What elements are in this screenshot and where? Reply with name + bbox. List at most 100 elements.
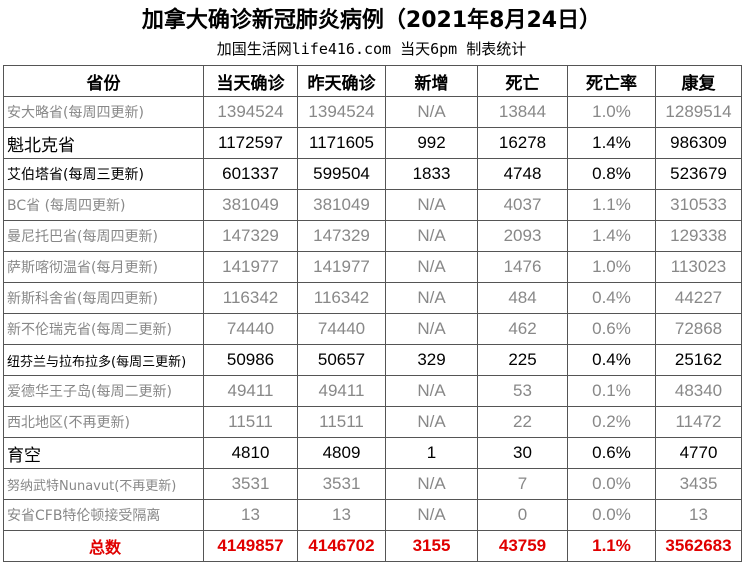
value-cell: 1172597 [203,127,298,159]
value-cell: 1.4% [567,220,656,252]
value-cell: 16278 [477,127,568,159]
value-cell: 11511 [203,406,298,438]
value-cell: 113023 [655,251,742,283]
value-cell: 0.8% [567,158,656,190]
total-label: 总数 [3,530,204,562]
value-cell: 11472 [655,406,742,438]
province-cell: 纽芬兰与拉布拉多(每周三更新) [3,344,204,376]
case-table: 省份 当天确诊 昨天确诊 新增 死亡 死亡率 康复 安大略省(每周四更新) 1394524 13… [3,65,742,562]
value-cell: 1289514 [655,96,742,128]
value-cell: 7 [477,468,568,500]
value-cell: 13 [203,499,298,531]
value-cell: 44227 [655,282,742,314]
value-cell: 129338 [655,220,742,252]
table-row: 努纳武特Nunavut(不再更新) 3531 3531 N/A 7 0.0% 3435 [3,468,742,500]
value-cell: 3531 [297,468,386,500]
value-cell: 1171605 [297,127,386,159]
value-cell: 0.0% [567,499,656,531]
table-row: 安大略省(每周四更新) 1394524 1394524 N/A 13844 1.0% 128… [3,96,742,128]
value-cell: N/A [385,406,478,438]
table-row: 新斯科舍省(每周四更新) 116342 116342 N/A 484 0.4% 44227 [3,282,742,314]
value-cell: 1476 [477,251,568,283]
table-row: 魁北克省 1172597 1171605 992 16278 1.4% 986309 [3,127,742,159]
value-cell: 4770 [655,437,742,469]
value-cell: N/A [385,251,478,283]
province-cell: 曼尼托巴省(每周四更新) [3,220,204,252]
column-header: 新增 [385,65,478,97]
value-cell: 53 [477,375,568,407]
column-header: 昨天确诊 [297,65,386,97]
value-cell: 0 [477,499,568,531]
value-cell: 116342 [297,282,386,314]
value-cell: 310533 [655,189,742,221]
total-cell: 43759 [477,530,568,562]
table-row: 爱德华王子岛(每周二更新) 49411 49411 N/A 53 0.1% 48340 [3,375,742,407]
value-cell: 599504 [297,158,386,190]
value-cell: 601337 [203,158,298,190]
province-cell: 育空 [3,437,204,469]
value-cell: 0.4% [567,282,656,314]
value-cell: 381049 [297,189,386,221]
value-cell: 4810 [203,437,298,469]
value-cell: 0.6% [567,313,656,345]
value-cell: 1394524 [203,96,298,128]
province-cell: 魁北克省 [3,127,204,159]
value-cell: 992 [385,127,478,159]
province-cell: BC省 (每周四更新) [3,189,204,221]
province-cell: 艾伯塔省(每周三更新) [3,158,204,190]
value-cell: 0.6% [567,437,656,469]
value-cell: N/A [385,313,478,345]
value-cell: 1394524 [297,96,386,128]
total-cell: 4149857 [203,530,298,562]
total-cell: 1.1% [567,530,656,562]
table-row: 纽芬兰与拉布拉多(每周三更新) 50986 50657 329 225 0.4% 25162 [3,344,742,376]
value-cell: 49411 [297,375,386,407]
column-header: 康复 [655,65,742,97]
value-cell: 72868 [655,313,742,345]
value-cell: N/A [385,375,478,407]
value-cell: 1.0% [567,96,656,128]
value-cell: 13 [297,499,386,531]
value-cell: N/A [385,96,478,128]
table-row: BC省 (每周四更新) 381049 381049 N/A 4037 1.1% 310533 [3,189,742,221]
value-cell: 48340 [655,375,742,407]
value-cell: 484 [477,282,568,314]
value-cell: 1.4% [567,127,656,159]
header-row: 省份 当天确诊 昨天确诊 新增 死亡 死亡率 康复 [3,65,742,97]
value-cell: N/A [385,189,478,221]
value-cell: 25162 [655,344,742,376]
value-cell: 4748 [477,158,568,190]
value-cell: 225 [477,344,568,376]
province-cell: 新不伦瑞克省(每周二更新) [3,313,204,345]
value-cell: 141977 [203,251,298,283]
value-cell: 50657 [297,344,386,376]
value-cell: 0.4% [567,344,656,376]
value-cell: 2093 [477,220,568,252]
value-cell: 116342 [203,282,298,314]
value-cell: 381049 [203,189,298,221]
value-cell: 50986 [203,344,298,376]
value-cell: 0.1% [567,375,656,407]
column-header: 死亡 [477,65,568,97]
value-cell: 1.1% [567,189,656,221]
value-cell: N/A [385,220,478,252]
value-cell: 13 [655,499,742,531]
table-row: 艾伯塔省(每周三更新) 601337 599504 1833 4748 0.8% 52367… [3,158,742,190]
total-row: 总数 4149857 4146702 3155 43759 1.1% 3562683 [3,530,742,562]
value-cell: 0.2% [567,406,656,438]
province-cell: 安大略省(每周四更新) [3,96,204,128]
table-row: 新不伦瑞克省(每周二更新) 74440 74440 N/A 462 0.6% 72868 [3,313,742,345]
value-cell: 3531 [203,468,298,500]
value-cell: 986309 [655,127,742,159]
value-cell: 141977 [297,251,386,283]
table-row: 曼尼托巴省(每周四更新) 147329 147329 N/A 2093 1.4% 12933… [3,220,742,252]
column-header: 死亡率 [567,65,656,97]
column-header: 当天确诊 [203,65,298,97]
value-cell: 11511 [297,406,386,438]
total-cell: 3155 [385,530,478,562]
subtitle: 加国生活网life416.com 当天6pm 制表统计 [216,40,527,58]
province-cell: 新斯科舍省(每周四更新) [3,282,204,314]
table-row: 安省CFB特伦顿接受隔离 13 13 N/A 0 0.0% 13 [3,499,742,531]
province-cell: 萨斯喀彻温省(每月更新) [3,251,204,283]
